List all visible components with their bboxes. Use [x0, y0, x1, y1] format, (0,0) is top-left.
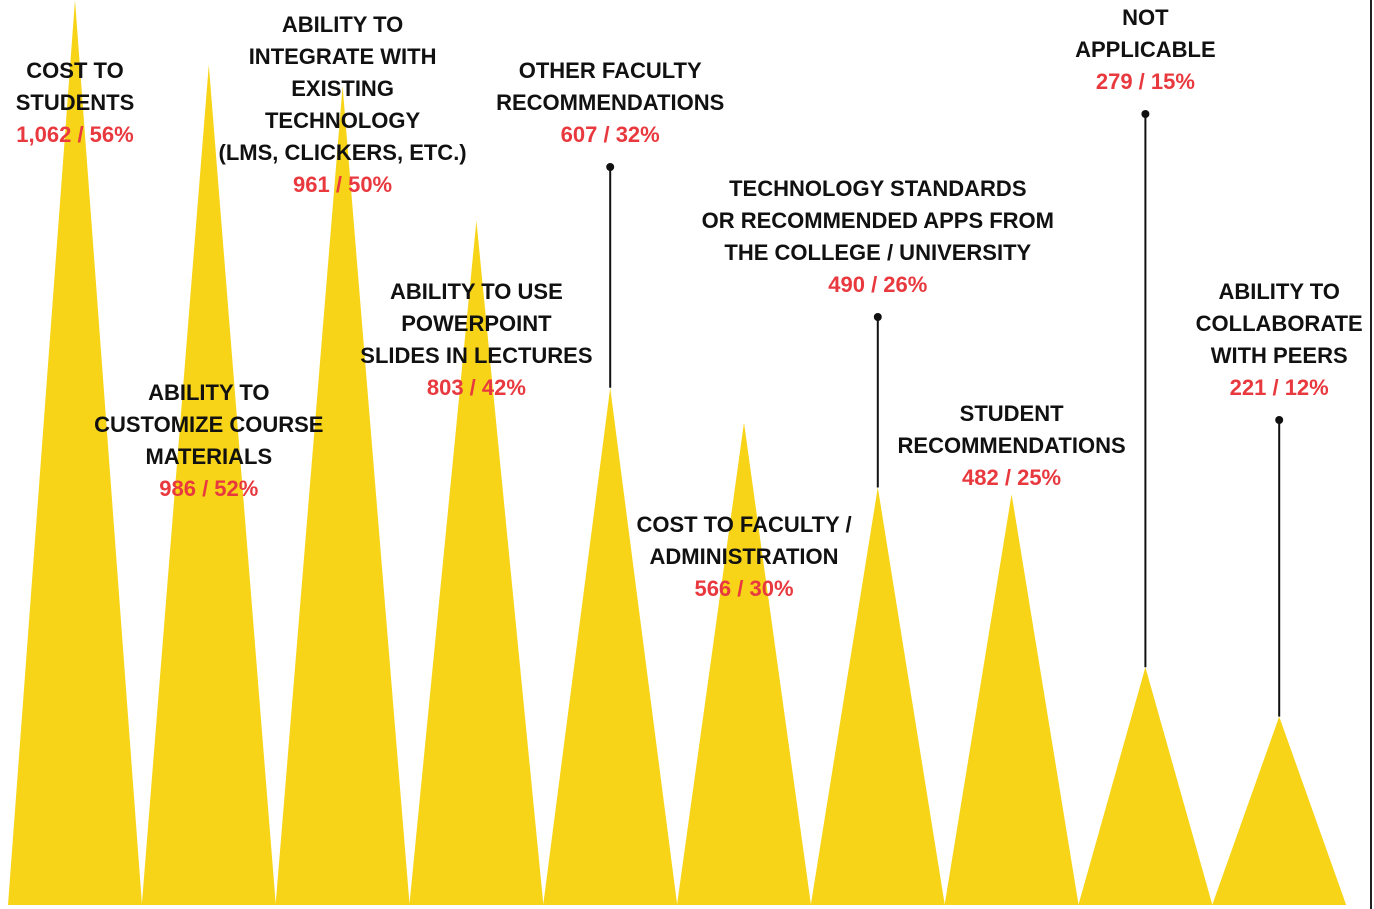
triangle — [275, 86, 410, 906]
category-label: ABILITY TO — [282, 12, 403, 37]
category-label: TECHNOLOGY STANDARDS — [729, 176, 1026, 201]
category-label: INTEGRATE WITH — [249, 44, 437, 69]
category-label: SLIDES IN LECTURES — [360, 343, 592, 368]
triangle — [141, 64, 276, 906]
category-label: TECHNOLOGY — [265, 108, 421, 133]
value-label: 221 / 12% — [1230, 375, 1329, 400]
triangle — [677, 422, 811, 905]
triangle — [944, 494, 1079, 905]
category-label: ABILITY TO USE — [390, 279, 563, 304]
category-label: WITH PEERS — [1211, 343, 1348, 368]
category-label: THE COLLEGE / UNIVERSITY — [724, 240, 1031, 265]
leader-dot — [873, 313, 882, 321]
category-label: RECOMMENDATIONS — [898, 433, 1126, 458]
triangle — [1078, 667, 1213, 905]
value-label: 490 / 26% — [828, 272, 927, 297]
value-label: 986 / 52% — [159, 476, 258, 501]
leader-dot — [606, 163, 615, 171]
triangle — [543, 387, 678, 905]
triangle — [8, 0, 142, 905]
category-label: COLLABORATE — [1196, 311, 1363, 336]
category-label: APPLICABLE — [1075, 37, 1216, 62]
category-label: MATERIALS — [145, 444, 272, 469]
value-label: 279 / 15% — [1096, 69, 1195, 94]
category-label: POWERPOINT — [401, 311, 552, 336]
triangle — [409, 220, 544, 905]
category-label: (LMS, CLICKERS, ETC.) — [219, 140, 467, 165]
category-label: COST TO FACULTY / — [636, 512, 851, 537]
leader-dot — [1141, 110, 1150, 118]
value-label: 803 / 42% — [427, 375, 526, 400]
labels: COST TO STUDENTS 1,062 / 56% ABILITY TO CUST… — [16, 5, 1363, 717]
category-label: CUSTOMIZE COURSE — [94, 412, 323, 437]
value-label: 1,062 / 56% — [16, 122, 133, 147]
category-label: COST TO — [26, 58, 123, 83]
value-label: 482 / 25% — [962, 465, 1061, 490]
category-label: ABILITY TO — [148, 380, 269, 405]
category-label: ABILITY TO — [1218, 279, 1339, 304]
category-label: OR RECOMMENDED APPS FROM — [702, 208, 1054, 233]
category-label: OTHER FACULTY — [519, 58, 702, 83]
value-label: 566 / 30% — [694, 576, 793, 601]
category-label: EXISTING — [291, 76, 394, 101]
value-label: 961 / 50% — [293, 172, 392, 197]
category-label: STUDENTS — [16, 90, 135, 115]
category-label: NOT — [1122, 5, 1169, 30]
category-label: ADMINISTRATION — [649, 544, 838, 569]
triangle — [810, 487, 945, 905]
category-label: RECOMMENDATIONS — [496, 90, 724, 115]
value-label: 607 / 32% — [561, 122, 660, 147]
leader-dot — [1275, 416, 1284, 424]
triangle — [1212, 716, 1347, 905]
category-label: STUDENT — [960, 401, 1064, 426]
